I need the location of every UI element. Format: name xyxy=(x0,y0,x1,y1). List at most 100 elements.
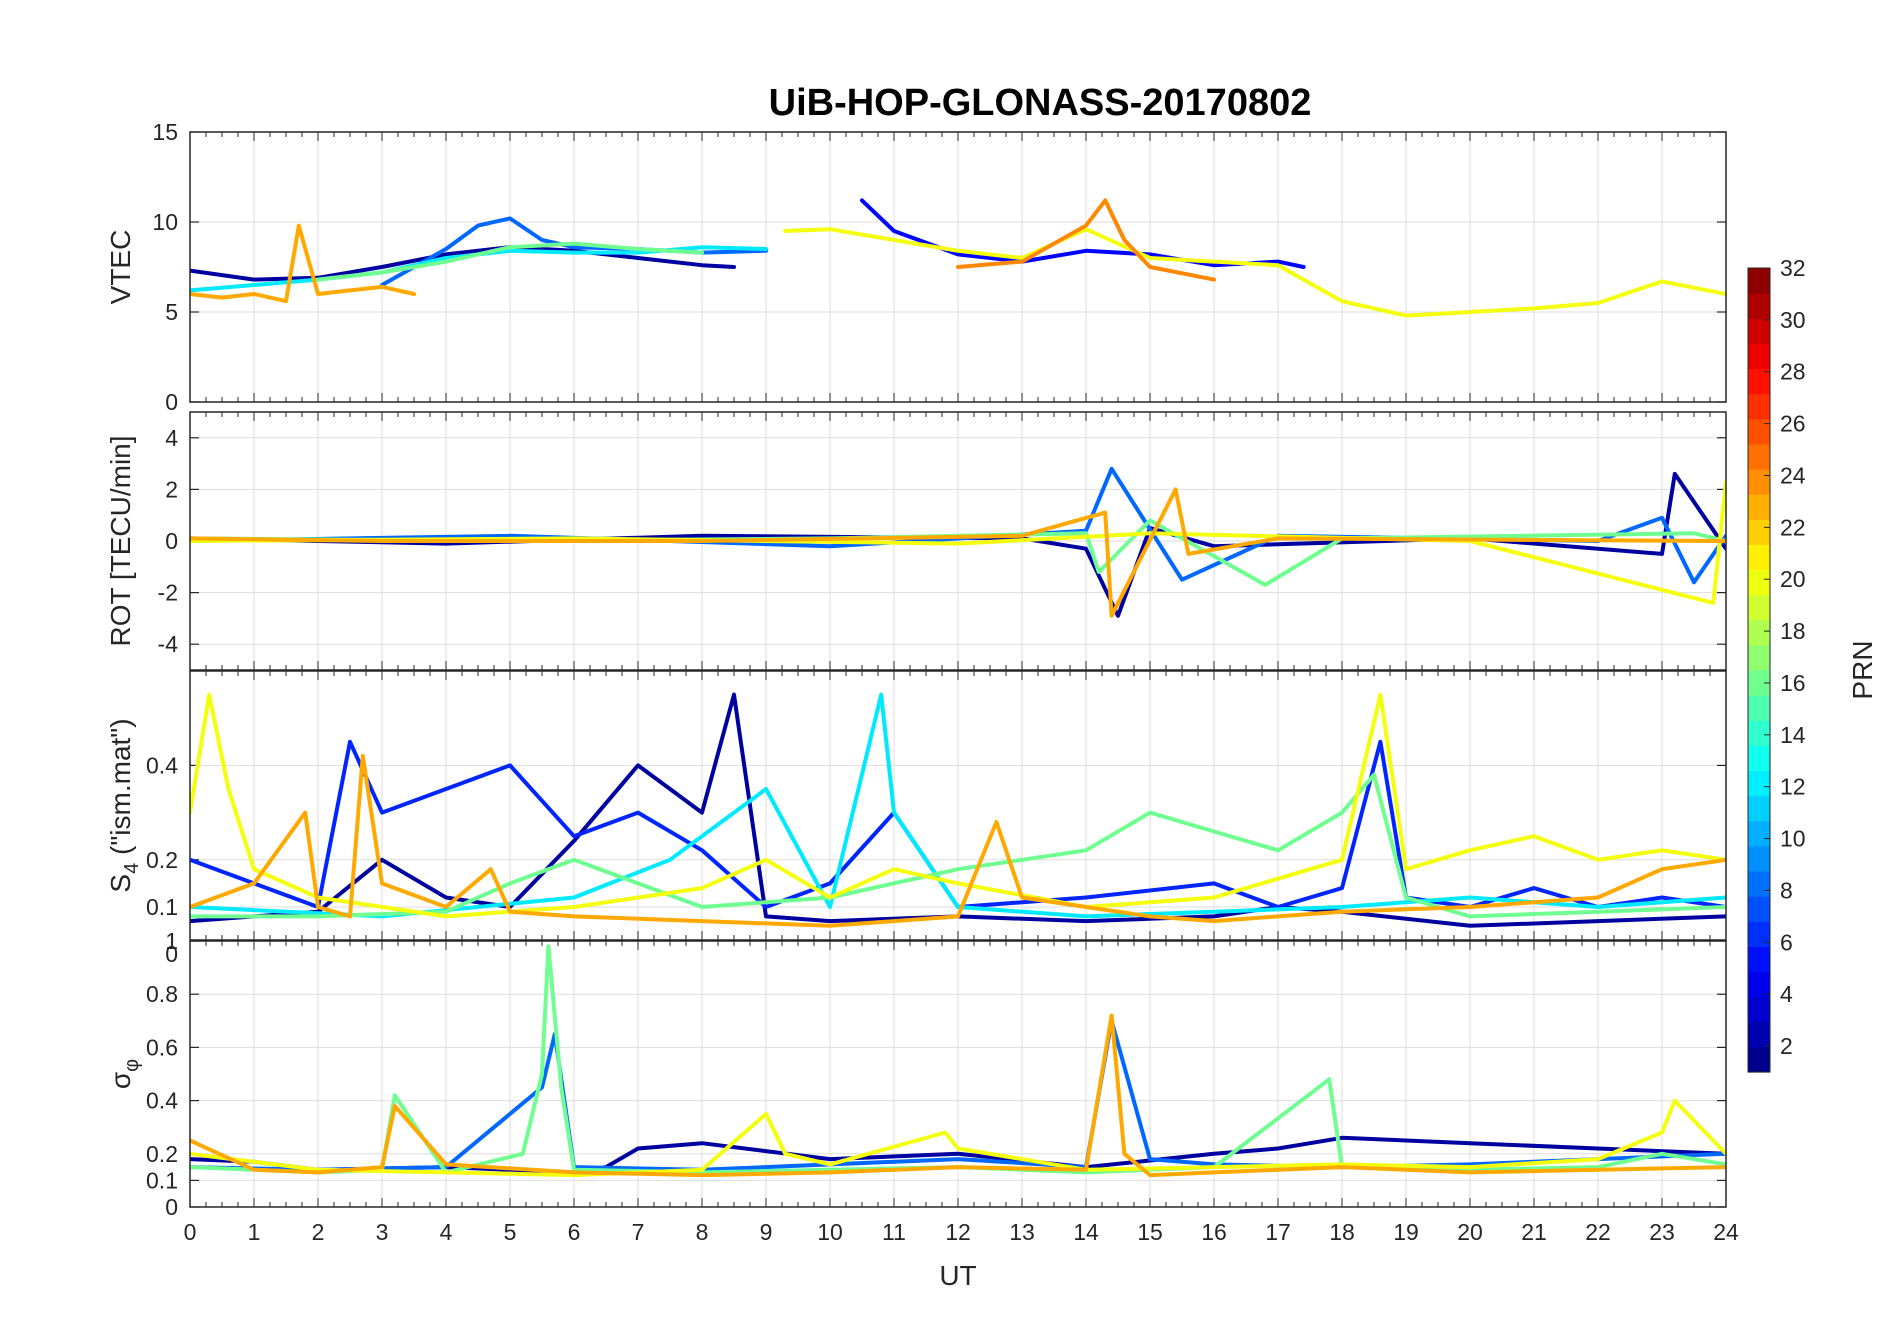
colorbar-tick-label: 24 xyxy=(1780,462,1806,488)
y-axis-label: ROT [TECU/min] xyxy=(105,435,136,646)
series-prn-20 xyxy=(783,227,1726,318)
x-tick-label: 17 xyxy=(1265,1219,1291,1245)
x-tick-label: 15 xyxy=(1137,1219,1163,1245)
colorbar-swatch xyxy=(1748,443,1770,470)
colorbar-swatch xyxy=(1748,845,1770,872)
x-tick-label: 11 xyxy=(882,1219,906,1245)
colorbar-tick-label: 32 xyxy=(1780,255,1806,281)
x-tick-label: 13 xyxy=(1009,1219,1035,1245)
x-tick-label: 2 xyxy=(312,1219,325,1245)
colorbar-swatch xyxy=(1748,695,1770,721)
series-group xyxy=(190,944,1726,1178)
x-tick-label: 19 xyxy=(1393,1219,1419,1245)
colorbar-swatch xyxy=(1748,971,1770,998)
panel-3: 0 0.1 0.2 0.4S4 ("ism.mat") xyxy=(105,670,1727,967)
series-prn-23 xyxy=(190,223,416,304)
y-tick-label: 0.4 xyxy=(146,752,178,778)
colorbar-swatch xyxy=(1748,368,1770,395)
colorbar-swatch xyxy=(1748,393,1770,420)
y-label-sub: φ xyxy=(121,1059,143,1072)
y-tick-label: 1 xyxy=(165,928,178,954)
y-tick-label: 5 xyxy=(165,299,178,325)
y-tick-label: 0.2 xyxy=(146,1141,178,1167)
colorbar-swatch xyxy=(1748,469,1770,495)
x-tick-label: 23 xyxy=(1649,1219,1675,1245)
series-prn-23 xyxy=(190,487,1726,618)
y-label-sub: 4 xyxy=(121,863,143,874)
y-tick-label: 0 xyxy=(165,389,178,415)
colorbar-swatch xyxy=(1748,644,1770,671)
colorbar-tick-label: 18 xyxy=(1780,618,1806,644)
y-tick-label: 0.2 xyxy=(146,847,178,873)
x-tick-label: 16 xyxy=(1201,1219,1227,1245)
colorbar-swatch xyxy=(1748,343,1770,370)
y-label-main: S xyxy=(105,874,136,893)
series-prn-23 xyxy=(190,753,1726,928)
x-tick-label: 0 xyxy=(184,1219,197,1245)
x-axis-label: UT xyxy=(939,1260,976,1291)
chart-title: UiB-HOP-GLONASS-20170802 xyxy=(769,82,1312,124)
y-tick-label: 15 xyxy=(152,119,178,145)
colorbar-swatch xyxy=(1748,820,1770,847)
panel-2: -4 -2 0 2 4 ROT [TECU/min] xyxy=(105,411,1727,671)
x-axis: 0 1 2 3 4 5 6 7 8 9 10 11 12 13 14 15 16 17 18 19 20 21 22 23 24 xyxy=(184,1219,1739,1245)
x-tick-label: 10 xyxy=(817,1219,843,1245)
y-tick-label: 0.6 xyxy=(146,1034,178,1060)
colorbar-swatch xyxy=(1748,795,1770,822)
colorbar-swatch xyxy=(1748,519,1770,545)
colorbar-swatch xyxy=(1748,670,1770,696)
colorbar-swatch xyxy=(1748,569,1770,596)
colorbar-swatch xyxy=(1748,268,1770,294)
x-tick-label: 20 xyxy=(1457,1219,1483,1245)
panel-frame xyxy=(189,131,1727,403)
x-tick-label: 7 xyxy=(632,1219,645,1245)
y-tick-label: 0 xyxy=(165,941,178,967)
x-tick-label: 4 xyxy=(440,1219,453,1245)
y-tick-label: 0.1 xyxy=(146,894,178,920)
x-tick-label: 3 xyxy=(376,1219,389,1245)
x-tick-label: 5 xyxy=(504,1219,517,1245)
y-tick-label: 0 xyxy=(165,1194,178,1220)
colorbar-swatch xyxy=(1748,619,1770,646)
colorbar-frame xyxy=(1747,267,1771,1073)
y-tick-label: 0.1 xyxy=(146,1167,178,1193)
colorbar-swatch xyxy=(1748,946,1770,973)
colorbar-swatch xyxy=(1748,745,1770,772)
series-prn-16 xyxy=(190,772,1726,919)
y-tick-label: 10 xyxy=(152,209,178,235)
colorbar-tick-label: 20 xyxy=(1780,566,1806,592)
colorbar-swatch xyxy=(1748,996,1770,1023)
colorbar-swatch xyxy=(1748,594,1770,621)
series-group xyxy=(190,198,1726,318)
y-tick-label: 0.4 xyxy=(146,1088,178,1114)
series-prn-2 xyxy=(190,245,736,282)
y-axis-label: S4 ("ism.mat") xyxy=(105,718,143,892)
x-tick-label: 21 xyxy=(1521,1219,1547,1245)
y-tick-label: -2 xyxy=(158,580,178,606)
colorbar-swatch xyxy=(1748,1021,1770,1048)
series-prn-24 xyxy=(956,198,1216,282)
colorbar-tick-label: 14 xyxy=(1780,722,1806,748)
series-prn-16 xyxy=(316,241,704,282)
series-prn-20 xyxy=(190,479,1726,605)
colorbar-tick-label: 26 xyxy=(1780,411,1806,437)
colorbar-tick-label: 4 xyxy=(1780,981,1793,1007)
panel-1: 0 5 10 15 VTEC xyxy=(105,119,1727,415)
x-tick-label: 24 xyxy=(1713,1219,1739,1245)
colorbar-tick-label: 6 xyxy=(1780,929,1793,955)
y-axis-label: VTEC xyxy=(105,230,136,305)
x-tick-label: 14 xyxy=(1073,1219,1099,1245)
colorbar-swatch xyxy=(1748,720,1770,746)
colorbar-swatch xyxy=(1748,318,1770,344)
panel-frame xyxy=(189,670,1727,941)
colorbar-tick-label: 12 xyxy=(1780,774,1806,800)
colorbar-swatch xyxy=(1748,293,1770,319)
series-group xyxy=(190,466,1726,618)
x-tick-label: 22 xyxy=(1585,1219,1611,1245)
colorbar-swatch xyxy=(1748,921,1770,947)
colorbar-swatch xyxy=(1748,770,1770,797)
panel-frame xyxy=(189,940,1727,1208)
